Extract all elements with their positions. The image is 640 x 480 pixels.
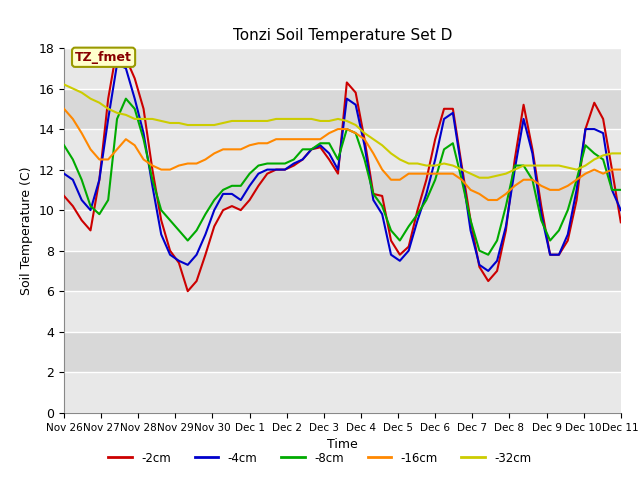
-8cm bbox=[60, 143, 68, 148]
-2cm bbox=[352, 90, 360, 96]
Line: -16cm: -16cm bbox=[64, 109, 621, 200]
-16cm bbox=[484, 197, 492, 203]
Bar bbox=[64, 169, 621, 210]
Y-axis label: Soil Temperature (C): Soil Temperature (C) bbox=[20, 166, 33, 295]
-4cm bbox=[617, 207, 625, 213]
-2cm bbox=[431, 136, 439, 142]
-32cm bbox=[617, 151, 625, 156]
-8cm bbox=[484, 252, 492, 258]
Line: -2cm: -2cm bbox=[64, 48, 621, 291]
-16cm bbox=[290, 136, 298, 142]
-2cm bbox=[440, 106, 448, 112]
Title: Tonzi Soil Temperature Set D: Tonzi Soil Temperature Set D bbox=[233, 28, 452, 43]
-8cm bbox=[431, 177, 439, 182]
-16cm bbox=[413, 171, 421, 177]
-32cm bbox=[290, 116, 298, 122]
-16cm bbox=[334, 126, 342, 132]
-2cm bbox=[387, 238, 395, 243]
-4cm bbox=[140, 130, 147, 136]
-8cm bbox=[140, 136, 147, 142]
Bar bbox=[64, 332, 621, 372]
-16cm bbox=[369, 151, 377, 156]
Line: -32cm: -32cm bbox=[64, 84, 621, 178]
Line: -8cm: -8cm bbox=[64, 99, 621, 255]
-32cm bbox=[413, 161, 421, 167]
-32cm bbox=[334, 116, 342, 122]
-2cm bbox=[184, 288, 191, 294]
Bar bbox=[64, 210, 621, 251]
-4cm bbox=[113, 61, 121, 67]
X-axis label: Time: Time bbox=[327, 438, 358, 451]
Legend: -2cm, -4cm, -8cm, -16cm, -32cm: -2cm, -4cm, -8cm, -16cm, -32cm bbox=[104, 447, 536, 469]
Text: TZ_fmet: TZ_fmet bbox=[75, 51, 132, 64]
-8cm bbox=[122, 96, 130, 102]
-16cm bbox=[131, 143, 138, 148]
Line: -4cm: -4cm bbox=[64, 64, 621, 271]
-4cm bbox=[422, 191, 430, 197]
-4cm bbox=[484, 268, 492, 274]
Bar bbox=[64, 251, 621, 291]
-4cm bbox=[60, 171, 68, 177]
-2cm bbox=[308, 146, 316, 152]
-16cm bbox=[617, 167, 625, 172]
-2cm bbox=[140, 106, 147, 112]
Bar bbox=[64, 48, 621, 88]
-8cm bbox=[378, 203, 386, 209]
-2cm bbox=[60, 193, 68, 199]
Bar bbox=[64, 129, 621, 169]
-16cm bbox=[60, 106, 68, 112]
-32cm bbox=[369, 136, 377, 142]
Bar bbox=[64, 291, 621, 332]
-32cm bbox=[422, 163, 430, 168]
-32cm bbox=[476, 175, 483, 180]
Bar bbox=[64, 372, 621, 413]
-8cm bbox=[299, 146, 307, 152]
-4cm bbox=[378, 211, 386, 217]
-16cm bbox=[422, 171, 430, 177]
Bar bbox=[64, 88, 621, 129]
-2cm bbox=[113, 45, 121, 51]
-4cm bbox=[343, 96, 351, 102]
-4cm bbox=[431, 156, 439, 162]
-32cm bbox=[60, 82, 68, 87]
-8cm bbox=[617, 187, 625, 193]
-32cm bbox=[131, 116, 138, 122]
-4cm bbox=[299, 156, 307, 162]
-2cm bbox=[617, 219, 625, 225]
-8cm bbox=[343, 126, 351, 132]
-8cm bbox=[422, 197, 430, 203]
